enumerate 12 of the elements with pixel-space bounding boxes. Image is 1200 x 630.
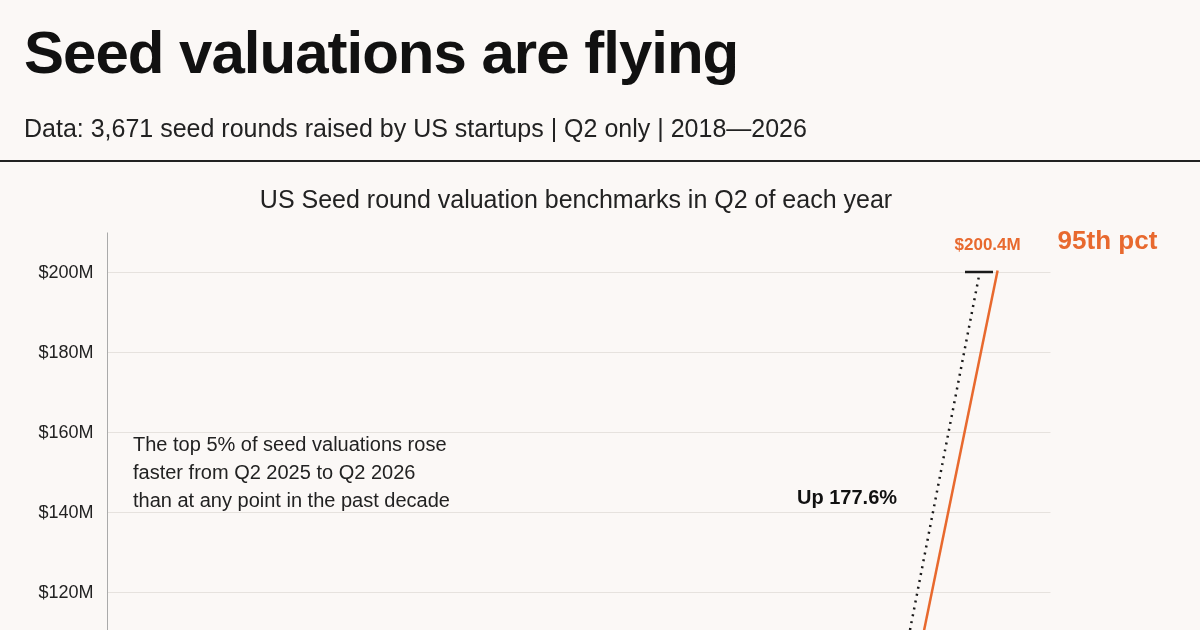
chart-subtitle: Data: 3,671 seed rounds raised by US startups | Q2 only | 2018—2026 [24, 114, 807, 143]
y-tick-label: $120M [38, 581, 94, 602]
text: 95th pct [1057, 225, 1158, 256]
y-tick-label: $160M [38, 421, 94, 442]
annotation: Up 177.6% [797, 486, 898, 509]
text: US Seed round valuation benchmarks in Q2 of each year [258, 185, 894, 214]
y-tick-label: $140M [38, 501, 94, 522]
chart-title: Seed valuations are flying [24, 18, 739, 87]
y-tick-label: $200M [38, 261, 94, 282]
annotation: The top 5% of seed valuations rose faster from Q2 2025 to Q2 2026 than at any point in the past decade [133, 432, 450, 513]
y-tick-label: $180M [38, 341, 94, 362]
data-label: $200.4M [954, 235, 1021, 255]
